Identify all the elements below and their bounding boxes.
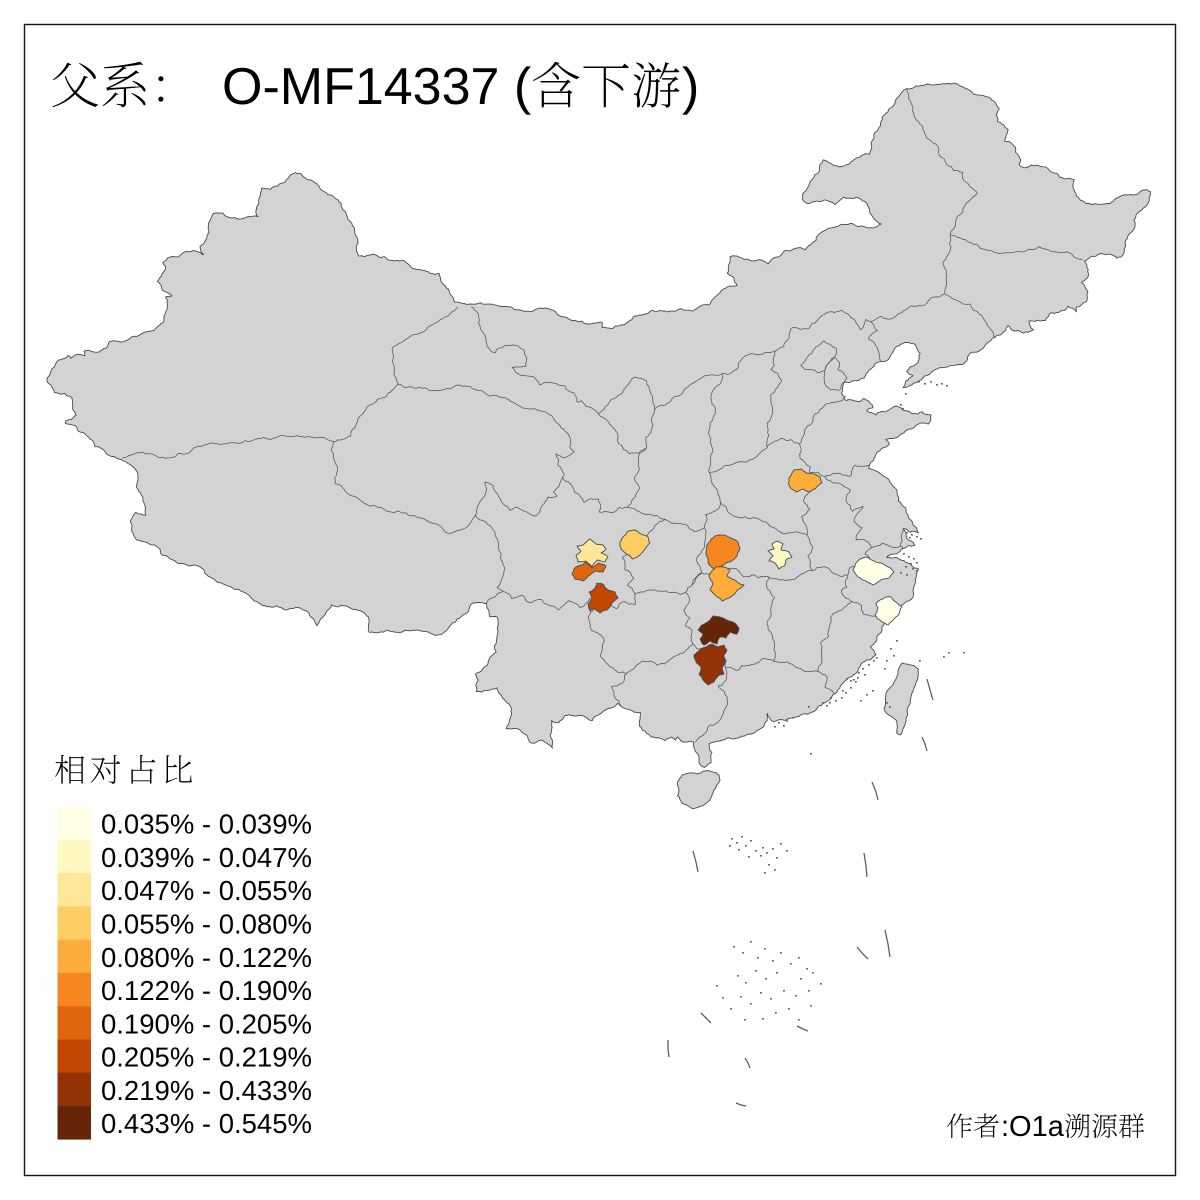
svg-text:0.035% - 0.039%: 0.035% - 0.039%	[101, 809, 312, 840]
svg-text:0.219% - 0.433%: 0.219% - 0.433%	[101, 1075, 312, 1106]
svg-text:): )	[682, 58, 699, 116]
svg-text:0.190% - 0.205%: 0.190% - 0.205%	[101, 1008, 312, 1039]
svg-text:0.055% - 0.080%: 0.055% - 0.080%	[101, 909, 312, 940]
svg-text:0.047% - 0.055%: 0.047% - 0.055%	[101, 875, 312, 906]
svg-text::O1a: :O1a	[1001, 1111, 1065, 1143]
svg-text:0.433% - 0.545%: 0.433% - 0.545%	[101, 1108, 312, 1139]
svg-text:0.205% - 0.219%: 0.205% - 0.219%	[101, 1042, 312, 1073]
svg-text:0.122% - 0.190%: 0.122% - 0.190%	[101, 975, 312, 1006]
svg-text:0.039% - 0.047%: 0.039% - 0.047%	[101, 842, 312, 873]
svg-text:O-MF14337 (: O-MF14337 (	[222, 58, 532, 116]
svg-text:0.080% - 0.122%: 0.080% - 0.122%	[101, 942, 312, 973]
